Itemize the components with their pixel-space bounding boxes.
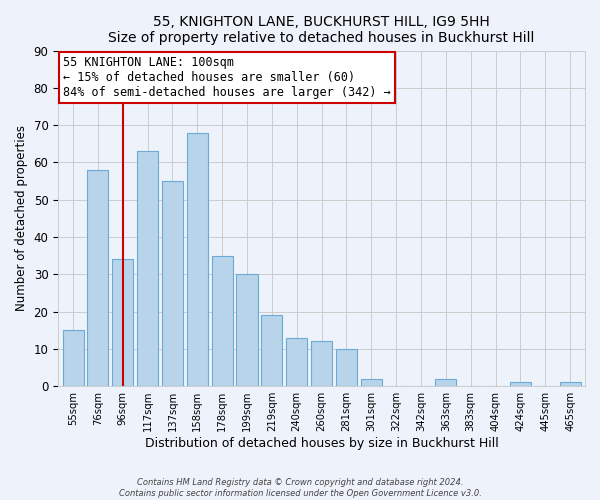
Bar xyxy=(435,378,457,386)
Bar xyxy=(286,338,307,386)
Bar xyxy=(311,342,332,386)
Bar xyxy=(212,256,233,386)
Bar xyxy=(162,181,183,386)
Bar xyxy=(137,151,158,386)
Bar xyxy=(187,132,208,386)
Bar xyxy=(88,170,109,386)
Bar xyxy=(112,260,133,386)
X-axis label: Distribution of detached houses by size in Buckhurst Hill: Distribution of detached houses by size … xyxy=(145,437,499,450)
Bar xyxy=(361,378,382,386)
Bar xyxy=(560,382,581,386)
Title: 55, KNIGHTON LANE, BUCKHURST HILL, IG9 5HH
Size of property relative to detached: 55, KNIGHTON LANE, BUCKHURST HILL, IG9 5… xyxy=(109,15,535,45)
Bar xyxy=(62,330,83,386)
Y-axis label: Number of detached properties: Number of detached properties xyxy=(15,126,28,312)
Bar xyxy=(262,316,283,386)
Bar xyxy=(236,274,257,386)
Bar xyxy=(336,349,357,386)
Bar xyxy=(510,382,531,386)
Text: Contains HM Land Registry data © Crown copyright and database right 2024.
Contai: Contains HM Land Registry data © Crown c… xyxy=(119,478,481,498)
Text: 55 KNIGHTON LANE: 100sqm
← 15% of detached houses are smaller (60)
84% of semi-d: 55 KNIGHTON LANE: 100sqm ← 15% of detach… xyxy=(63,56,391,99)
